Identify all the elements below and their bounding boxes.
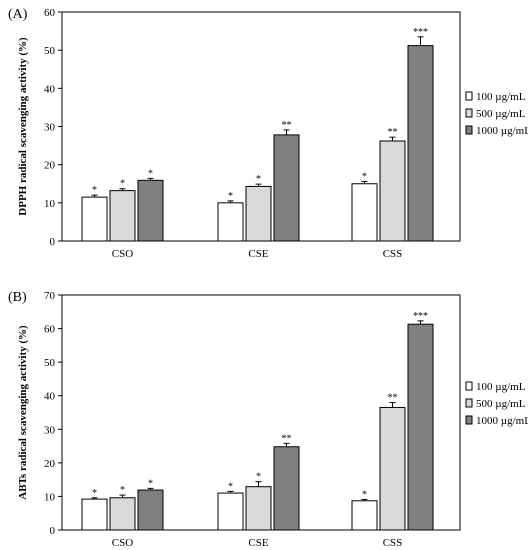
significance-label: * xyxy=(256,174,261,185)
significance-label: * xyxy=(362,489,367,500)
bar xyxy=(109,497,136,531)
significance-label: ** xyxy=(388,392,398,403)
legend-swatch xyxy=(465,108,473,118)
y-tick-label: 20 xyxy=(44,160,56,172)
chart-panel-a: (A) 0 10 20 30 40 50 60 DPPH radical scavenging … xyxy=(8,7,528,260)
y-tick-label: 10 xyxy=(44,198,56,210)
significance-label: * xyxy=(362,171,367,182)
legend-label: 500 µg/mL xyxy=(476,398,526,410)
y-tick-label: 70 xyxy=(44,290,56,302)
significance-label: * xyxy=(120,179,125,190)
significance-label: * xyxy=(148,478,153,489)
chart-panel-b: (B) 0 10 20 30 40 50 60 70 ABTs radical scavengin… xyxy=(8,290,528,549)
legend-label: 100 µg/mL xyxy=(476,381,526,393)
bar xyxy=(351,183,378,242)
significance-label: ** xyxy=(388,127,398,138)
bar xyxy=(81,498,108,531)
bar xyxy=(245,486,272,531)
significance-label: *** xyxy=(413,27,428,38)
bar xyxy=(351,500,378,531)
y-tick-label: 30 xyxy=(44,122,56,134)
bar xyxy=(137,489,164,531)
x-category-label: CSE xyxy=(248,537,268,549)
y-tick-label: 0 xyxy=(50,525,56,537)
significance-label: * xyxy=(228,191,233,202)
bar xyxy=(109,190,136,242)
bar xyxy=(273,446,300,531)
x-category-label: CSO xyxy=(112,537,133,549)
significance-label: * xyxy=(148,168,153,179)
legend-label: 1000 µg/mL xyxy=(476,125,528,137)
legend-swatch xyxy=(465,381,473,391)
y-tick-label: 20 xyxy=(44,458,56,470)
significance-label: ** xyxy=(282,120,292,131)
y-tick-label: 50 xyxy=(44,45,56,57)
panel-label: (A) xyxy=(8,7,28,22)
y-tick-label: 40 xyxy=(44,391,56,403)
significance-label: * xyxy=(256,472,261,483)
bar xyxy=(379,406,406,531)
y-tick-label: 0 xyxy=(50,236,56,248)
legend-label: 1000 µg/mL xyxy=(476,415,528,427)
legend-swatch xyxy=(465,125,473,135)
bar xyxy=(407,45,434,242)
bar xyxy=(81,196,108,242)
legend-label: 500 µg/mL xyxy=(476,108,526,120)
significance-label: *** xyxy=(413,311,428,322)
bar xyxy=(245,185,272,242)
y-axis-label: ABTs radical scavenging activity (%) xyxy=(17,325,29,500)
y-tick-label: 30 xyxy=(44,424,56,436)
significance-label: * xyxy=(120,485,125,496)
bar xyxy=(273,134,300,242)
significance-label: * xyxy=(92,185,97,196)
y-tick-label: 10 xyxy=(44,491,56,503)
legend-swatch xyxy=(465,415,473,425)
x-category-label: CSE xyxy=(248,248,268,260)
bar xyxy=(379,140,406,242)
y-tick-label: 60 xyxy=(44,7,56,19)
y-tick-label: 50 xyxy=(44,357,56,369)
x-category-label: CSO xyxy=(112,248,133,260)
significance-label: * xyxy=(92,488,97,499)
bar xyxy=(137,179,164,242)
y-tick-label: 60 xyxy=(44,324,56,336)
legend-swatch xyxy=(465,91,473,101)
y-tick-label: 40 xyxy=(44,83,56,95)
legend-label: 100 µg/mL xyxy=(476,91,526,103)
panel-label: (B) xyxy=(8,290,27,305)
bar xyxy=(407,323,434,531)
significance-label: * xyxy=(228,481,233,492)
significance-label: ** xyxy=(282,433,292,444)
bar xyxy=(217,202,244,242)
y-axis-label: DPPH radical scavenging activity (%) xyxy=(17,37,29,216)
x-category-label: CSS xyxy=(383,248,403,260)
bar xyxy=(217,492,244,531)
legend-swatch xyxy=(465,398,473,408)
x-category-label: CSS xyxy=(383,537,403,549)
